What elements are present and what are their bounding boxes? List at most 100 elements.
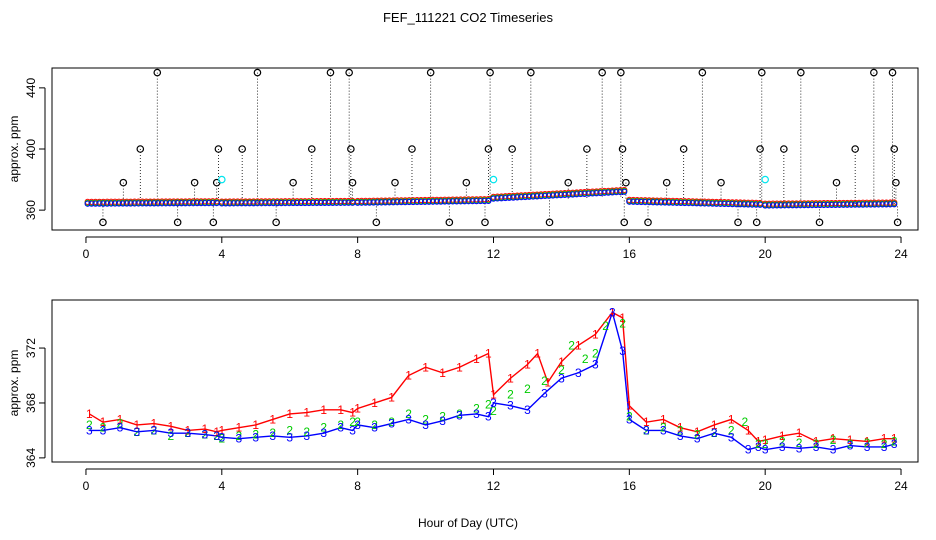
series-2-glyph: 2 — [741, 415, 748, 429]
series-3-point — [745, 201, 752, 208]
cal-point — [761, 175, 769, 184]
raw-point — [209, 218, 218, 227]
series-3-point — [642, 198, 649, 206]
raw-point — [892, 178, 900, 187]
series-2-glyph: 2 — [100, 421, 107, 435]
series-3-point — [650, 199, 657, 206]
series-3-glyph: 3 — [619, 344, 626, 358]
series-2-glyph: 2 — [881, 437, 888, 451]
series-3-glyph: 3 — [745, 443, 752, 457]
series-3-point — [705, 200, 712, 207]
series-3-glyph: 3 — [473, 407, 480, 421]
series-2-glyph: 2 — [677, 423, 684, 437]
raw-point — [326, 68, 335, 77]
raw-point — [734, 218, 742, 227]
series-2-glyph: 2 — [320, 421, 327, 435]
series-2-glyph: 2 — [864, 436, 871, 450]
series-3-glyph: 3 — [303, 429, 310, 443]
series-3-glyph: 3 — [201, 428, 208, 442]
raw-point — [870, 68, 878, 77]
series-1-glyph: 1 — [213, 425, 220, 439]
series-2-glyph: 2 — [796, 436, 803, 450]
raw-point — [408, 145, 416, 153]
raw-point — [527, 68, 535, 77]
y-tick-label: 360 — [24, 200, 38, 220]
raw-point — [238, 145, 246, 153]
raw-point — [757, 68, 766, 77]
raw-point — [832, 178, 841, 187]
series-3-glyph: 3 — [755, 440, 762, 454]
series-3-glyph: 3 — [626, 412, 633, 426]
series-1-glyph: 1 — [252, 418, 259, 432]
raw-point — [445, 218, 454, 227]
series-2-glyph: 2 — [371, 418, 378, 432]
top-dense-series — [84, 186, 898, 209]
series-3-glyph: 3 — [881, 440, 888, 454]
series-1-glyph: 1 — [235, 421, 242, 435]
series-3-glyph: 3 — [134, 425, 141, 439]
series-1-glyph: 1 — [100, 415, 107, 429]
series-1-glyph: 1 — [830, 432, 837, 446]
raw-point — [345, 68, 353, 77]
series-1-glyph: 1 — [592, 327, 599, 341]
series-2-glyph: 2 — [847, 437, 854, 451]
series-3-glyph: 3 — [694, 432, 701, 446]
series-3-point — [741, 201, 748, 208]
series-3-glyph: 3 — [524, 403, 531, 417]
series-3-point — [621, 188, 628, 195]
x-tick-label: 4 — [218, 247, 225, 261]
series-1-glyph: 1 — [881, 432, 888, 446]
series-1-glyph: 1 — [643, 415, 650, 429]
series-1-glyph: 1 — [711, 418, 718, 432]
series-3-line — [89, 309, 895, 451]
series-3-point — [749, 201, 756, 208]
series-2-glyph: 2 — [201, 428, 208, 442]
series-2-glyph: 2 — [830, 433, 837, 447]
series-3-glyph: 3 — [711, 426, 718, 440]
x-tick-label: 12 — [487, 479, 501, 493]
bottom-ylabel-group: approx. ppm — [7, 350, 21, 417]
series-3-glyph: 3 — [371, 421, 378, 435]
series-2-glyph: 2 — [485, 397, 492, 411]
series-2-glyph: 2 — [602, 319, 609, 333]
series-1-glyph: 1 — [864, 434, 871, 448]
series-1-glyph: 1 — [660, 412, 667, 426]
series-1-glyph: 1 — [456, 360, 463, 374]
series-3-glyph: 3 — [100, 423, 107, 437]
raw-point — [752, 218, 761, 227]
raw-point — [481, 218, 489, 227]
series-1-glyph: 1 — [779, 429, 786, 443]
raw-point — [391, 178, 399, 187]
series-1-glyph: 1 — [184, 423, 191, 437]
series-1-glyph: 1 — [117, 412, 124, 426]
series-2-glyph: 2 — [439, 410, 446, 424]
series-2-glyph: 2 — [286, 423, 293, 437]
series-2-glyph: 2 — [728, 423, 735, 437]
series-3-point — [626, 198, 633, 205]
raw-point — [508, 145, 516, 153]
y-tick-label: 364 — [24, 448, 38, 468]
raw-point — [620, 218, 629, 227]
series-3-glyph: 3 — [117, 421, 124, 435]
raw-point — [583, 145, 591, 153]
series-1-glyph: 1 — [151, 417, 158, 431]
series-3-glyph: 3 — [235, 432, 242, 446]
series-1-glyph: 1 — [168, 419, 175, 433]
series-3-point — [701, 200, 708, 207]
series-2-glyph: 2 — [151, 423, 158, 437]
series-1-glyph: 1 — [349, 406, 356, 420]
series-2-glyph: 2 — [619, 316, 626, 330]
series-3-glyph: 3 — [490, 396, 497, 410]
raw-point — [662, 178, 671, 187]
series-1-glyph: 1 — [337, 403, 344, 417]
series-3-glyph: 3 — [779, 440, 786, 454]
series-1-glyph: 1 — [269, 412, 276, 426]
series-2-glyph: 2 — [568, 338, 575, 352]
raw-point — [153, 68, 162, 77]
cal-point — [218, 175, 226, 184]
raw-point — [272, 218, 280, 227]
series-1-glyph: 1 — [558, 355, 565, 369]
series-3-glyph: 3 — [269, 429, 276, 443]
raw-point — [173, 218, 182, 227]
